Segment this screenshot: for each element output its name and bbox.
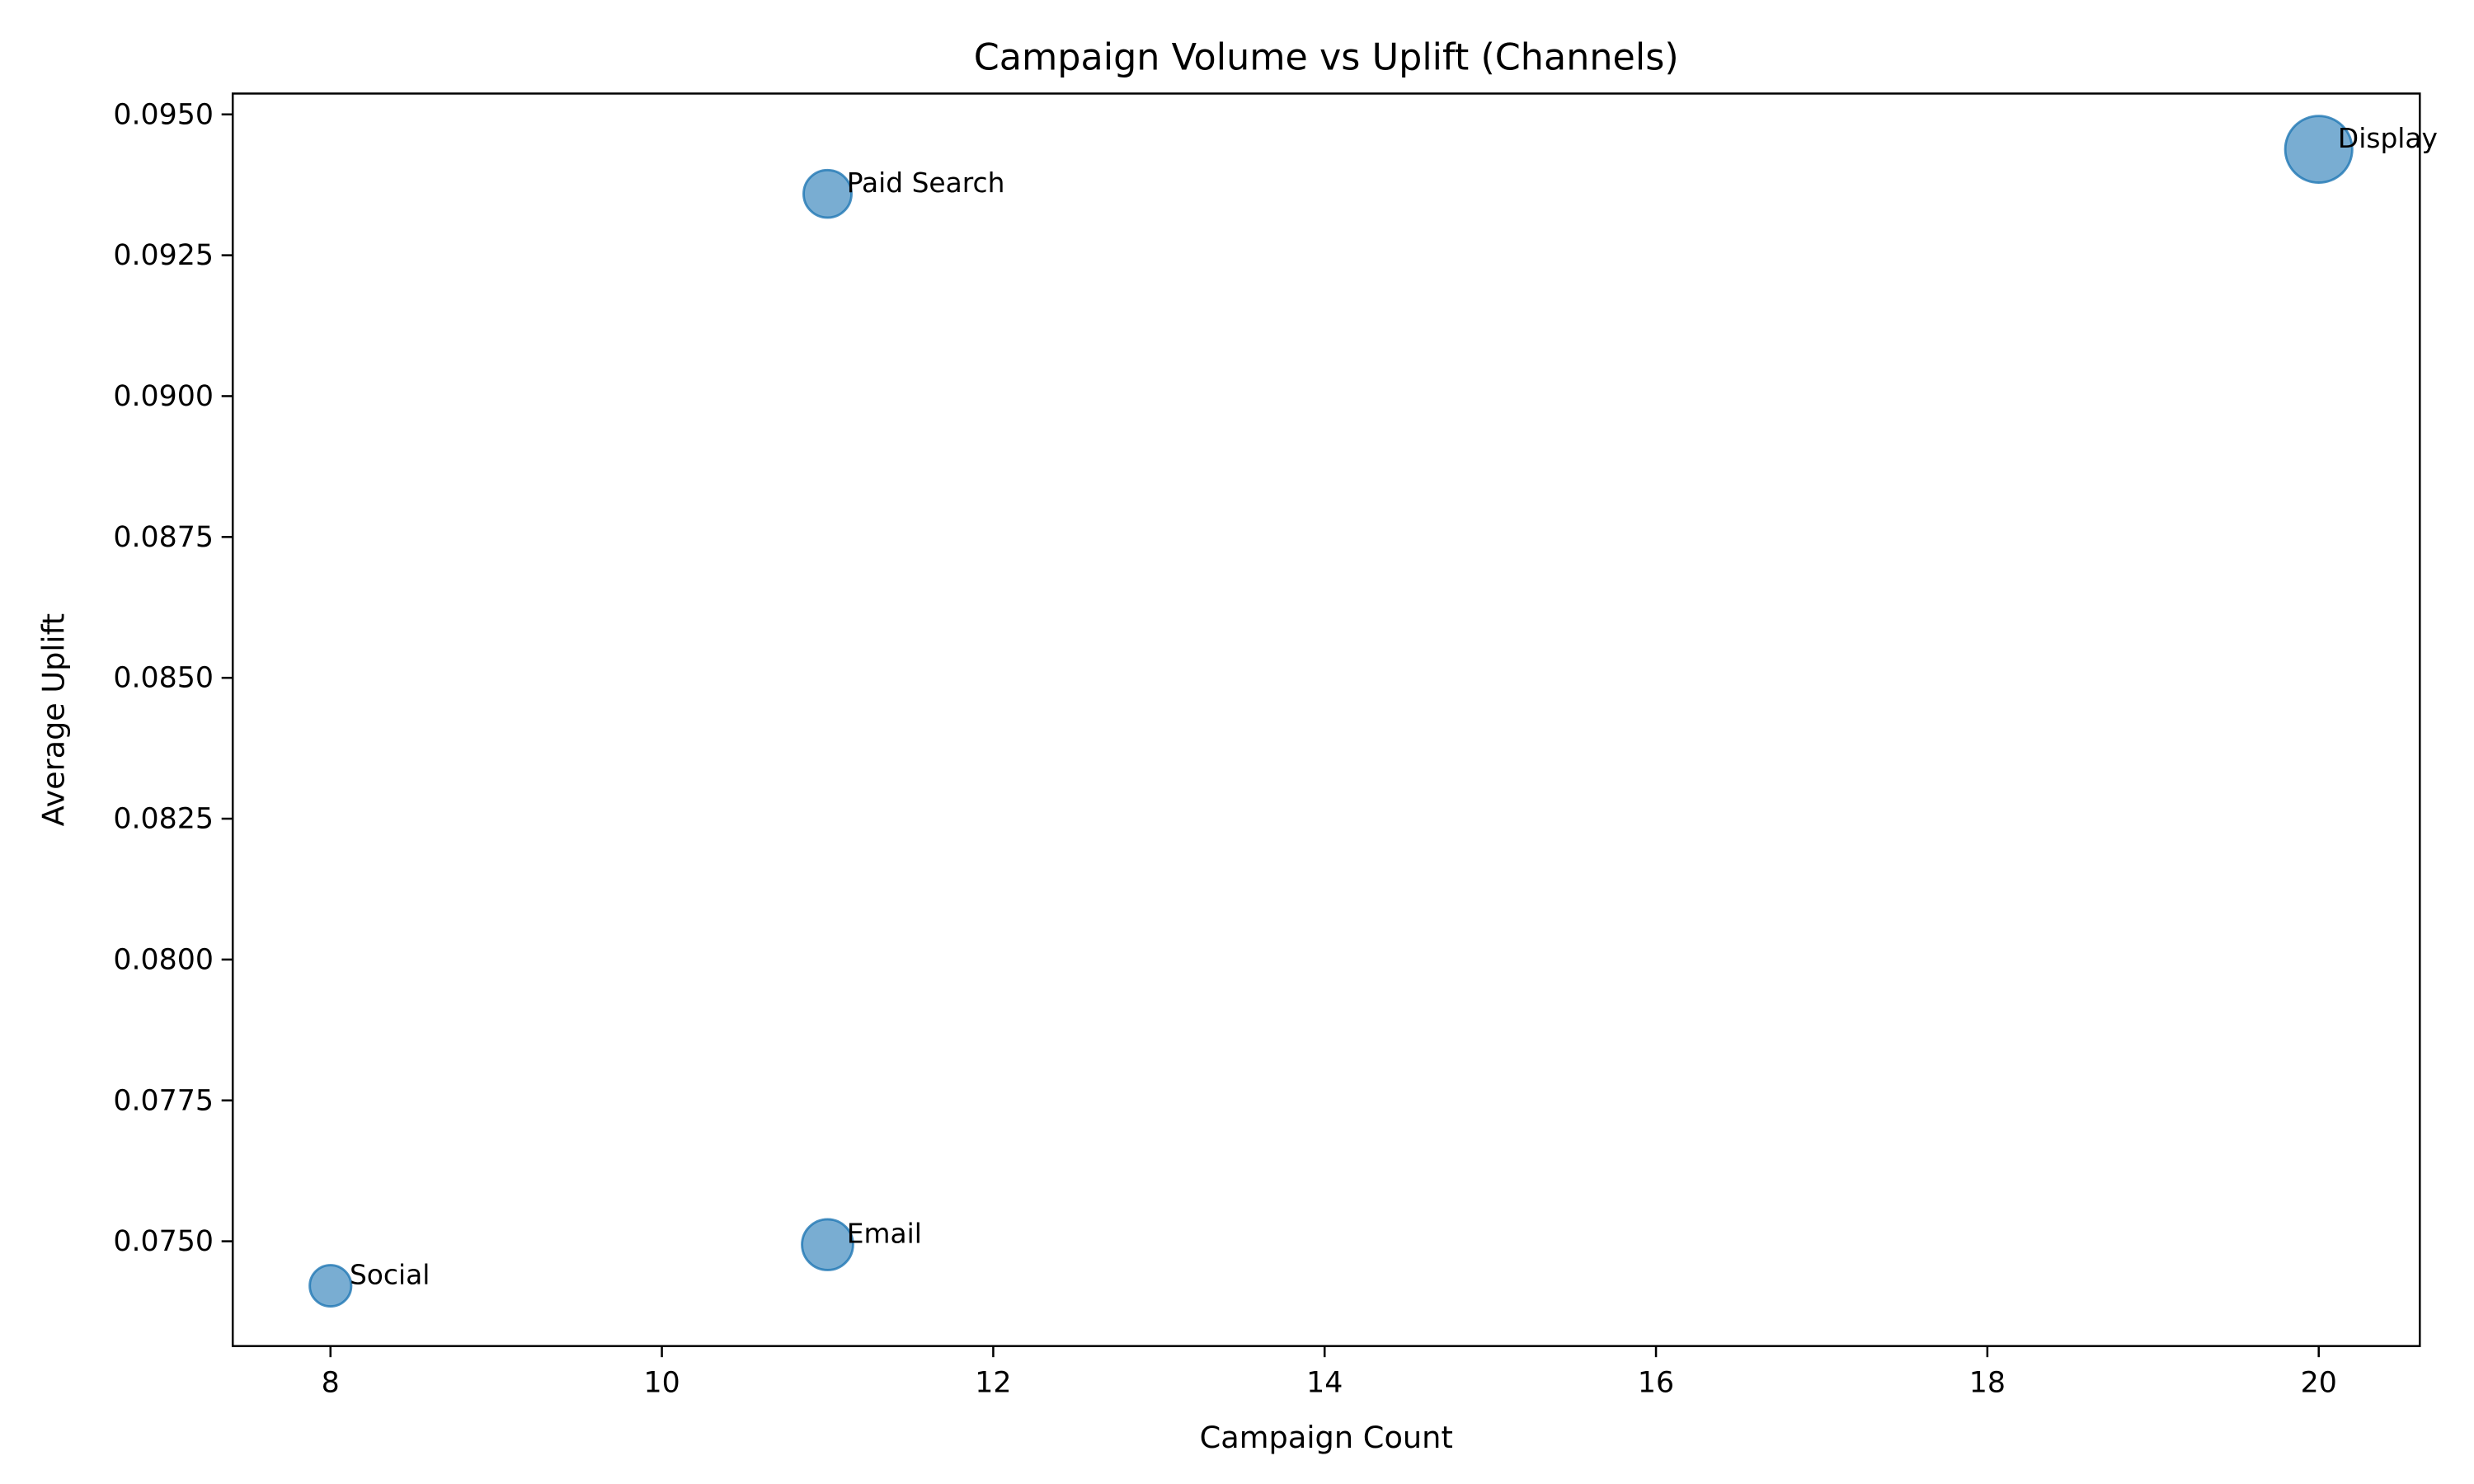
x-tick-label: 10 [643, 1367, 680, 1400]
x-axis-label: Campaign Count [1200, 1420, 1453, 1455]
point-label: Paid Search [847, 167, 1005, 199]
y-tick-label: 0.0775 [113, 1084, 214, 1117]
bubble [802, 168, 853, 219]
point-label: Display [2338, 123, 2438, 154]
y-tick-label: 0.0875 [113, 521, 214, 554]
point-label: Social [350, 1260, 430, 1291]
y-tick-label: 0.0900 [113, 380, 214, 413]
x-tick-label: 14 [1306, 1367, 1343, 1400]
x-tick-label: 8 [322, 1367, 340, 1400]
x-tick-label: 16 [1638, 1367, 1674, 1400]
y-tick-label: 0.0950 [113, 98, 214, 131]
bubble [2284, 115, 2354, 184]
y-tick-label: 0.0825 [113, 803, 214, 836]
y-tick-label: 0.0850 [113, 662, 214, 695]
x-tick-label: 12 [975, 1367, 1011, 1400]
bubble [801, 1218, 854, 1271]
chart-title: Campaign Volume vs Uplift (Channels) [974, 37, 1679, 79]
x-tick-label: 18 [1969, 1367, 2006, 1400]
y-tick-label: 0.0925 [113, 239, 214, 272]
point-label: Email [847, 1219, 922, 1250]
y-tick-label: 0.0800 [113, 943, 214, 976]
bubble [308, 1264, 353, 1308]
y-axis-label: Average Uplift [35, 613, 71, 826]
y-tick-label: 0.0750 [113, 1225, 214, 1258]
x-tick-label: 20 [2301, 1367, 2337, 1400]
plot-frame [231, 92, 2421, 1347]
